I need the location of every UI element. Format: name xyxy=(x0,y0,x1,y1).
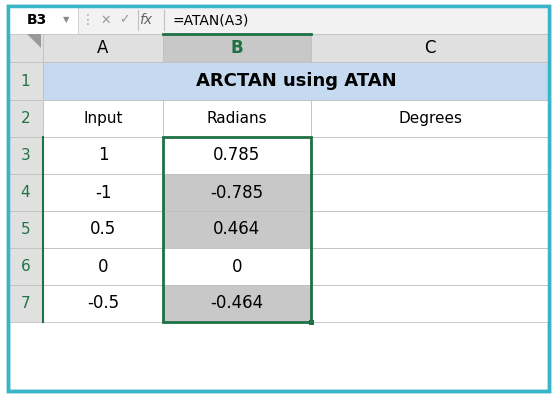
Text: 0.464: 0.464 xyxy=(213,220,261,239)
Bar xyxy=(8,62,43,100)
Text: 5: 5 xyxy=(21,222,30,237)
Bar xyxy=(311,100,549,137)
Bar xyxy=(8,137,43,174)
Text: 1: 1 xyxy=(21,73,30,89)
Bar xyxy=(311,34,549,62)
Bar xyxy=(309,320,314,324)
Text: fx: fx xyxy=(139,13,153,27)
Text: -0.785: -0.785 xyxy=(211,183,263,202)
Text: 0: 0 xyxy=(97,258,108,276)
Bar xyxy=(8,34,43,62)
Text: 2: 2 xyxy=(21,111,30,126)
Text: C: C xyxy=(424,39,436,57)
Bar xyxy=(43,137,163,174)
Bar xyxy=(43,62,549,100)
Text: 1: 1 xyxy=(97,146,108,164)
Bar xyxy=(8,100,43,137)
Text: 0: 0 xyxy=(232,258,242,276)
Bar xyxy=(163,248,311,285)
Bar xyxy=(8,211,43,248)
Text: A: A xyxy=(97,39,109,57)
Bar xyxy=(311,211,549,248)
Bar xyxy=(163,174,311,211)
Text: ✕: ✕ xyxy=(101,13,111,27)
Bar xyxy=(163,137,311,174)
Bar xyxy=(43,34,163,62)
Text: 4: 4 xyxy=(21,185,30,200)
Bar xyxy=(43,211,163,248)
Bar xyxy=(163,137,311,322)
Bar xyxy=(8,6,78,34)
Bar xyxy=(163,100,311,137)
Text: 3: 3 xyxy=(21,148,31,163)
Text: -0.5: -0.5 xyxy=(87,295,119,312)
Bar xyxy=(311,285,549,322)
Bar xyxy=(163,34,311,62)
Text: 0.785: 0.785 xyxy=(213,146,261,164)
Text: 7: 7 xyxy=(21,296,30,311)
Text: ✓: ✓ xyxy=(119,13,129,27)
Text: ⋮: ⋮ xyxy=(81,13,95,27)
Polygon shape xyxy=(27,34,41,48)
Text: =ATAN(A3): =ATAN(A3) xyxy=(172,13,248,27)
Text: -1: -1 xyxy=(95,183,111,202)
Text: Radians: Radians xyxy=(207,111,267,126)
Text: -0.464: -0.464 xyxy=(211,295,263,312)
Bar xyxy=(43,285,163,322)
Bar xyxy=(311,137,549,174)
Bar xyxy=(163,211,311,248)
Bar xyxy=(163,285,311,322)
Bar xyxy=(8,6,549,34)
Text: Input: Input xyxy=(83,111,123,126)
Bar xyxy=(8,174,43,211)
Text: B3: B3 xyxy=(27,13,47,27)
Text: Degrees: Degrees xyxy=(398,111,462,126)
Bar xyxy=(8,285,43,322)
Text: 6: 6 xyxy=(21,259,31,274)
Bar xyxy=(311,174,549,211)
Bar xyxy=(43,174,163,211)
Bar xyxy=(311,248,549,285)
Bar xyxy=(8,248,43,285)
Text: ARCTAN using ATAN: ARCTAN using ATAN xyxy=(196,72,397,90)
Bar xyxy=(43,248,163,285)
Text: ▼: ▼ xyxy=(63,15,69,25)
Bar xyxy=(43,100,163,137)
Text: 0.5: 0.5 xyxy=(90,220,116,239)
Text: B: B xyxy=(231,39,243,57)
